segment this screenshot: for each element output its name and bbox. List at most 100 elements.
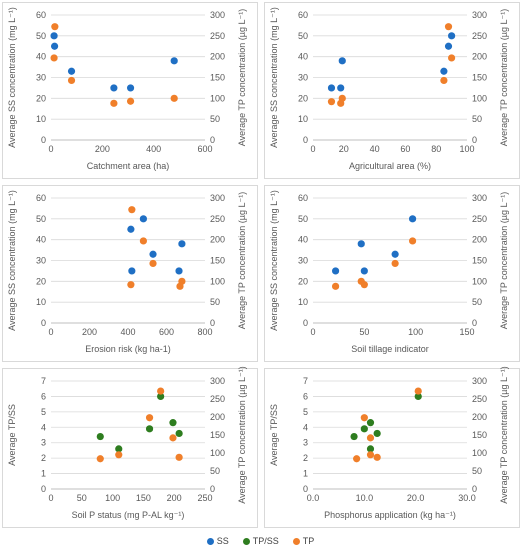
y-right-tick-label: 0 bbox=[472, 135, 477, 145]
chart-panel-agricultural-area: 0 10 20 30 40 50 60 0 50 100 150 200 250 300 0 20 40 60 80… bbox=[264, 2, 520, 179]
x-tick-label: 150 bbox=[136, 493, 151, 503]
y-left-tick-label: 7 bbox=[41, 376, 46, 386]
data-point-tp bbox=[414, 387, 422, 395]
y-right-tick-label: 100 bbox=[210, 276, 225, 286]
y-left-tick-label: 60 bbox=[36, 10, 46, 20]
data-point-ss bbox=[338, 57, 346, 65]
data-point-tp-ss bbox=[414, 392, 422, 401]
legend-marker-tp-ss bbox=[242, 537, 250, 545]
data-point-tp bbox=[353, 455, 361, 463]
chart-svg: 0 10 20 30 40 50 60 0 50 100 150 200 250 300 0 20 40 60 80… bbox=[269, 7, 509, 171]
y-left-tick-label: 10 bbox=[298, 114, 308, 124]
x-tick-label: 20.0 bbox=[407, 493, 425, 503]
data-point-ss bbox=[110, 84, 118, 92]
data-point-tp-ss bbox=[157, 392, 165, 401]
legend-label-ss: SS bbox=[216, 536, 229, 546]
y-right-tick-label: 150 bbox=[472, 73, 487, 83]
data-point-ss bbox=[149, 250, 157, 258]
y-right-tick-label: 200 bbox=[472, 235, 487, 245]
x-tick-label: 200 bbox=[82, 327, 97, 337]
x-tick-label: 800 bbox=[197, 327, 212, 337]
x-tick-label: 50 bbox=[359, 327, 369, 337]
data-point-tp bbox=[170, 94, 178, 102]
x-tick-label: 0 bbox=[310, 144, 315, 154]
y-right-tick-label: 50 bbox=[210, 114, 220, 124]
x-tick-label: 600 bbox=[159, 327, 174, 337]
chart-panel-phosphorus-application: 0 1 2 3 4 5 6 7 0 50 100 150 200 250 300 0.0 10.0 20.0 30.… bbox=[264, 366, 520, 528]
y-right-tick-label: 250 bbox=[210, 394, 225, 404]
data-point-ss bbox=[178, 240, 186, 248]
y-right-tick-label: 100 bbox=[472, 448, 487, 458]
data-point-ss bbox=[139, 215, 147, 223]
x-tick-label: 200 bbox=[95, 144, 110, 154]
y-left-tick-label: 60 bbox=[298, 193, 308, 203]
data-point-tp bbox=[440, 76, 448, 85]
y-right-tick-label: 250 bbox=[210, 214, 225, 224]
data-point-tp bbox=[51, 23, 59, 31]
data-point-tp-ss bbox=[169, 419, 177, 427]
y-right-tick-label: 0 bbox=[210, 135, 215, 145]
chart-svg: 0 1 2 3 4 5 6 7 0 50 100 150 200 250 300 0 50 100 150 200 25… bbox=[7, 366, 247, 520]
data-point-tp bbox=[448, 54, 456, 62]
y-left-tick-label: 50 bbox=[298, 31, 308, 41]
x-tick-label: 100 bbox=[408, 327, 423, 337]
data-point-tp bbox=[408, 237, 417, 245]
y-left-tick-label: 1 bbox=[41, 469, 46, 479]
legend-marker-tp bbox=[292, 537, 300, 545]
x-tick-label: 200 bbox=[167, 493, 182, 503]
x-tick-label: 0 bbox=[310, 327, 315, 337]
data-point-ss bbox=[127, 225, 135, 233]
y-left-tick-label: 5 bbox=[303, 407, 308, 417]
y-right-tick-label: 300 bbox=[472, 376, 487, 386]
legend-label-tp-ss: TP/SS bbox=[252, 536, 279, 546]
y-right-tick-label: 100 bbox=[472, 93, 487, 103]
y-right-tick-label: 250 bbox=[210, 31, 225, 41]
legend-item-tp: TP bbox=[292, 536, 314, 546]
y-right-axis-title: Average TP concentration (µg L⁻¹) bbox=[499, 192, 509, 330]
y-left-tick-label: 30 bbox=[36, 73, 46, 83]
y-left-tick-label: 0 bbox=[303, 484, 308, 494]
y-left-tick-label: 40 bbox=[36, 235, 46, 245]
y-left-tick-label: 50 bbox=[36, 214, 46, 224]
data-point-tp-ss bbox=[145, 425, 154, 433]
y-right-tick-label: 300 bbox=[472, 193, 487, 203]
x-tick-label: 80 bbox=[431, 144, 441, 154]
data-point-ss bbox=[175, 267, 183, 275]
y-left-tick-label: 40 bbox=[298, 235, 308, 245]
y-left-tick-label: 3 bbox=[303, 438, 308, 448]
y-left-tick-label: 2 bbox=[41, 453, 46, 463]
data-point-ss bbox=[128, 267, 136, 275]
y-right-tick-label: 150 bbox=[472, 256, 487, 266]
data-point-tp bbox=[50, 54, 58, 62]
data-point-tp bbox=[139, 237, 147, 245]
y-right-tick-label: 200 bbox=[210, 412, 225, 422]
chart-panel-soil-p-status: 0 1 2 3 4 5 6 7 0 50 100 150 200 250 300 0 50 100 150 200 25… bbox=[2, 366, 258, 528]
y-left-tick-label: 20 bbox=[36, 276, 46, 286]
y-right-tick-label: 300 bbox=[472, 10, 487, 20]
x-tick-label: 60 bbox=[400, 144, 410, 154]
data-point-tp bbox=[115, 451, 123, 459]
y-left-tick-label: 4 bbox=[41, 422, 46, 432]
y-left-tick-label: 20 bbox=[298, 276, 308, 286]
y-left-tick-label: 10 bbox=[36, 297, 46, 307]
data-point-tp bbox=[444, 23, 453, 31]
data-point-ss bbox=[357, 240, 365, 248]
y-right-tick-label: 0 bbox=[210, 484, 215, 494]
data-point-ss bbox=[50, 32, 58, 40]
data-point-tp bbox=[145, 414, 154, 422]
data-point-tp bbox=[178, 277, 186, 285]
x-tick-label: 400 bbox=[120, 327, 135, 337]
y-left-tick-label: 60 bbox=[298, 10, 308, 20]
y-left-tick-label: 1 bbox=[303, 469, 308, 479]
data-point-ss bbox=[50, 42, 59, 50]
data-point-tp bbox=[127, 281, 135, 289]
y-left-tick-label: 3 bbox=[41, 438, 46, 448]
y-left-tick-label: 0 bbox=[303, 135, 308, 145]
chart-svg: 0 10 20 30 40 50 60 0 50 100 150 200 250 300 0 50 100 150… bbox=[269, 190, 509, 354]
x-axis-title: Soil P status (mg P-AL kg⁻¹) bbox=[72, 510, 185, 520]
data-point-tp-ss bbox=[350, 432, 358, 441]
data-point-tp bbox=[360, 281, 368, 289]
data-point-tp-ss bbox=[360, 425, 368, 433]
